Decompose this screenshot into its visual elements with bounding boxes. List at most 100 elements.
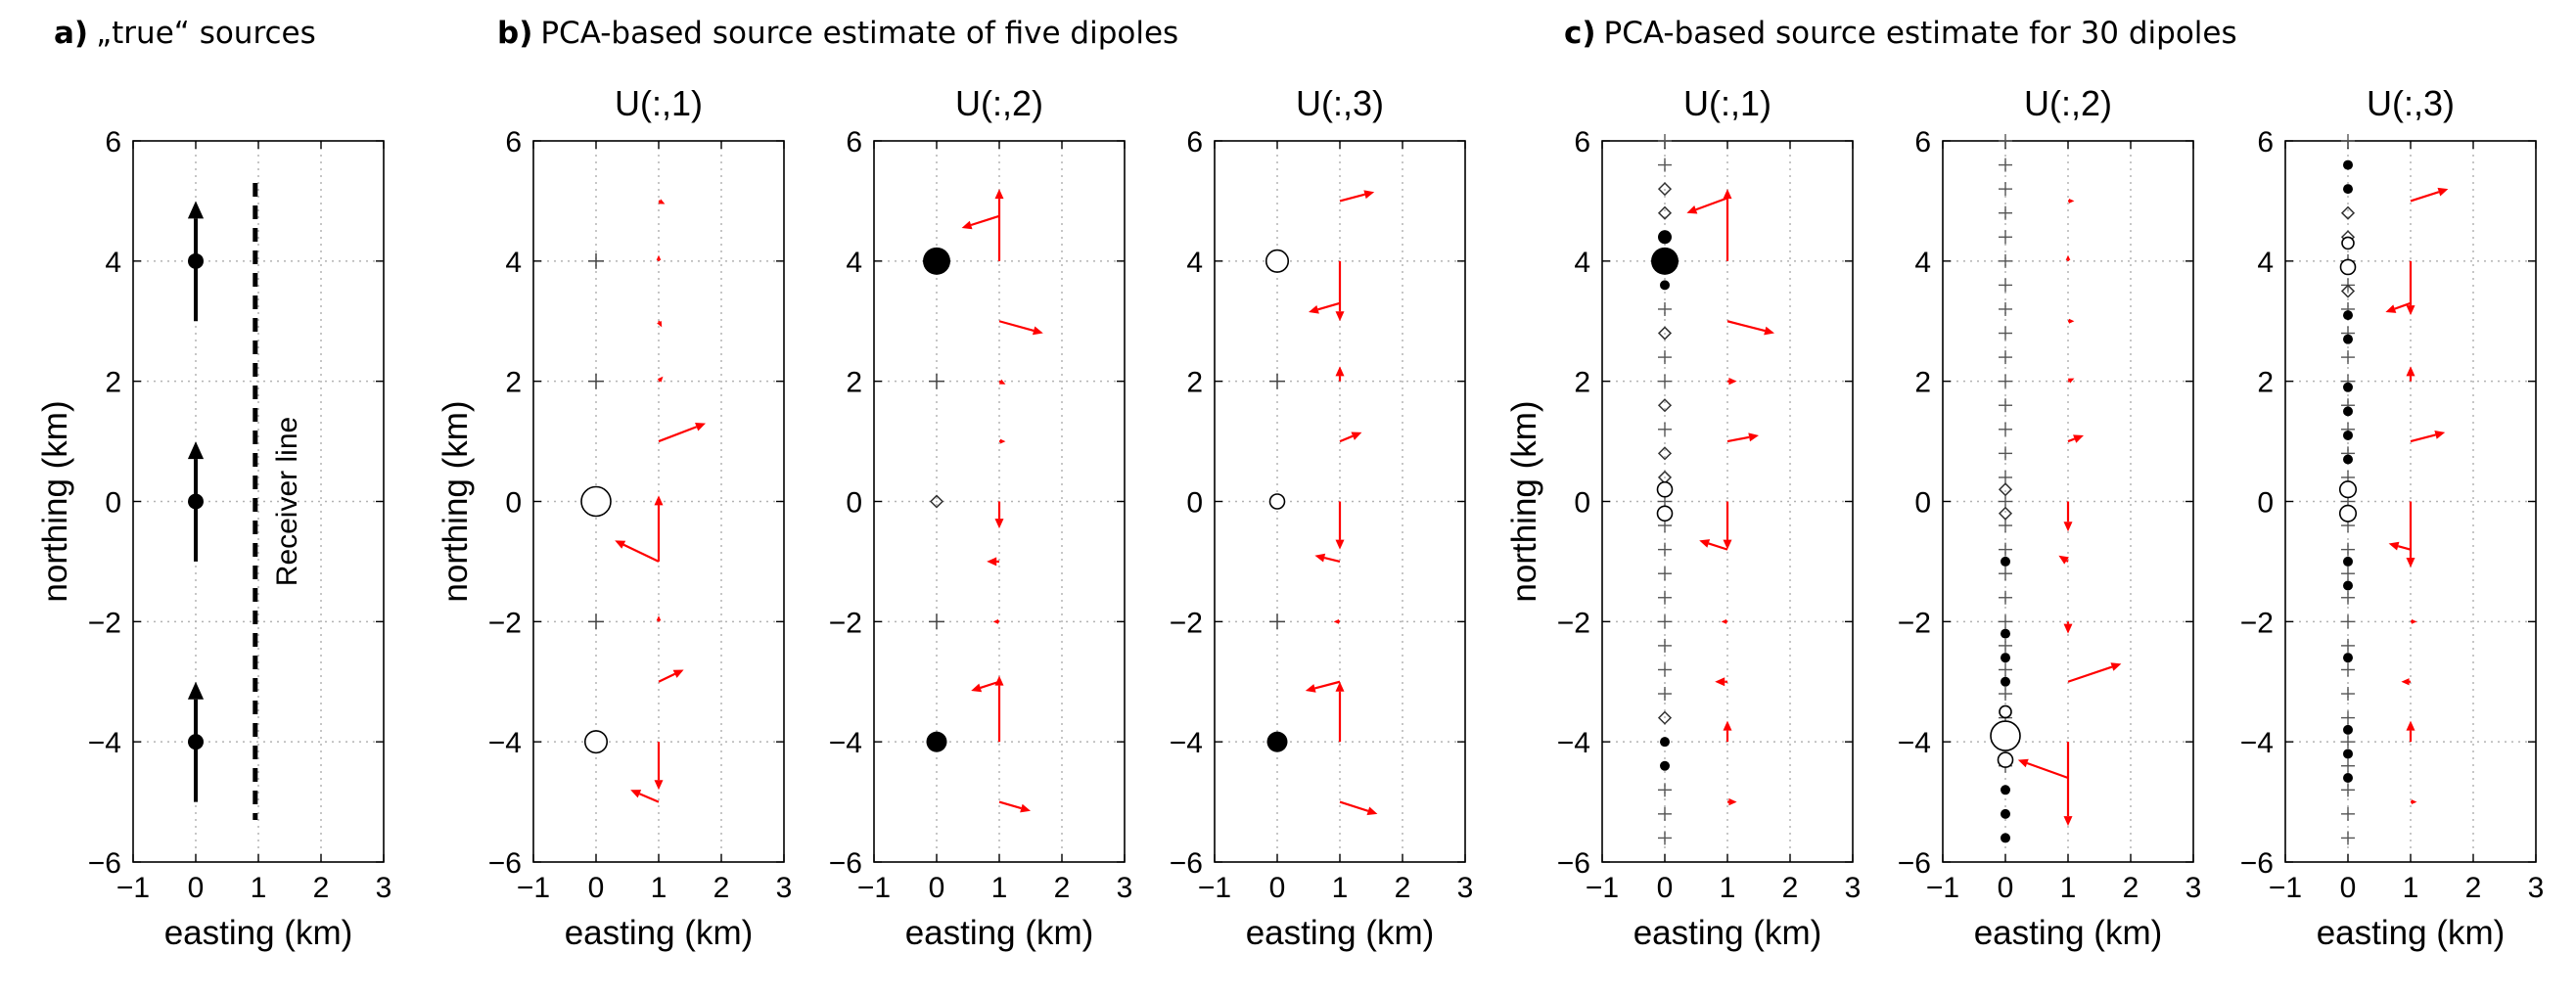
dipole-filled-circle — [2001, 653, 2010, 663]
dipole-filled-circle — [2343, 724, 2353, 735]
dipole-plus-marker — [1658, 422, 1672, 436]
x-axis-label: easting (km) — [1633, 914, 1822, 952]
dipole-plus-marker — [2341, 687, 2355, 702]
moment-arrow — [2401, 678, 2411, 686]
moment-arrow — [1335, 366, 1345, 382]
moment-arrow — [1314, 553, 1341, 563]
dipole-plus-marker — [1999, 614, 2012, 629]
dipole-plus-marker — [2341, 662, 2355, 677]
x-tick-label: −1 — [517, 872, 550, 904]
dipole-filled-circle — [1660, 737, 1670, 748]
panel-b3: −1 0 1 2 3 −6 −4 −2 0 2 4 6 easting (km) U(:,3) — [1170, 83, 1474, 952]
x-tick-label: −1 — [116, 872, 150, 904]
y-tick-label: 0 — [505, 487, 522, 520]
dipole-filled-circle — [2001, 785, 2010, 795]
dipole-plus-marker — [2341, 758, 2355, 773]
dipole-plus-marker — [1999, 158, 2012, 172]
x-axis-label: easting (km) — [2317, 914, 2506, 952]
dipole-diamond-marker — [1657, 182, 1673, 197]
source-dot — [188, 734, 204, 750]
dipole-plus-marker — [1658, 350, 1672, 365]
x-tick-label: 3 — [376, 872, 392, 904]
dipole-plus-marker — [929, 613, 944, 630]
x-tick-label: −1 — [857, 872, 891, 904]
moment-arrow — [2067, 662, 2122, 683]
y-tick-label: 4 — [1574, 247, 1590, 279]
moment-arrow — [615, 540, 660, 563]
dipole-diamond-marker — [1657, 446, 1673, 461]
plot-title: U(:,2) — [955, 83, 1043, 123]
moment-arrow — [2058, 555, 2069, 565]
heading-c-text: PCA-based source estimate for 30 dipoles — [1604, 16, 2237, 51]
dipole-plus-marker — [2341, 567, 2355, 581]
moment-arrow — [971, 680, 1000, 693]
dipole-plus-marker — [1999, 446, 2012, 461]
x-tick-label: 0 — [929, 872, 945, 904]
dipole-plus-marker — [1658, 374, 1672, 388]
moment-arrow — [2406, 366, 2415, 382]
x-tick-label: 2 — [1782, 872, 1799, 904]
dipole-plus-marker — [588, 613, 604, 630]
source-arrow — [187, 681, 205, 802]
plots: −1 0 1 2 3 −6 −4 −2 0 2 4 6 easting (km) northing (km… — [36, 83, 2544, 952]
y-tick-label: −4 — [1557, 727, 1590, 759]
moment-arrow — [658, 423, 706, 443]
moment-arrow — [657, 376, 664, 383]
x-tick-label: 2 — [313, 872, 330, 904]
y-tick-label: −4 — [1898, 727, 1931, 759]
heading-a-text: „true“ sources — [96, 16, 316, 51]
moment-arrow — [1726, 432, 1759, 443]
dipole-plus-marker — [2341, 350, 2355, 365]
y-tick-label: 6 — [1574, 126, 1590, 159]
y-tick-label: 6 — [1914, 126, 1931, 159]
dipole-plus-marker — [2341, 638, 2355, 653]
dipole-open-circle — [2339, 258, 2357, 276]
dipole-filled-circle — [2343, 454, 2353, 465]
moment-arrow — [2068, 318, 2075, 324]
y-tick-label: 4 — [1914, 247, 1931, 279]
dipole-plus-marker — [1658, 687, 1672, 702]
moment-arrow — [2411, 799, 2417, 805]
x-tick-label: −1 — [1926, 872, 1959, 904]
panel-c1: −1 0 1 2 3 −6 −4 −2 0 2 4 6 easting (km) northing (km… — [1505, 83, 1861, 952]
dipole-filled-circle — [923, 247, 950, 275]
moment-arrow — [1335, 260, 1345, 322]
dipole-plus-marker — [1658, 158, 1672, 172]
y-tick-label: 0 — [1186, 487, 1203, 520]
moment-arrow — [1339, 800, 1378, 816]
y-tick-label: 0 — [1914, 487, 1931, 520]
dipole-plus-marker — [929, 373, 944, 389]
heading-c-letter: c) — [1564, 16, 1596, 51]
dipole-plus-marker — [1658, 806, 1672, 821]
moment-arrow — [2063, 621, 2073, 634]
y-axis-label: northing (km) — [36, 400, 74, 602]
dipole-diamond-marker — [1998, 482, 2013, 497]
dipole-open-circle — [2338, 480, 2358, 499]
dipole-open-circle — [583, 730, 609, 754]
dipole-open-circle — [1656, 480, 1674, 498]
dipole-plus-marker — [588, 252, 604, 269]
moment-arrow — [656, 254, 662, 261]
panel-c2: −1 0 1 2 3 −6 −4 −2 0 2 4 6 easting (km) U(:,2) — [1898, 83, 2202, 952]
y-tick-label: −2 — [1557, 607, 1590, 639]
moment-arrow — [2067, 434, 2084, 443]
dipole-filled-circle — [1660, 280, 1670, 291]
source-arrow — [187, 441, 205, 562]
x-axis-label: easting (km) — [1246, 914, 1435, 952]
moment-arrow — [2063, 742, 2073, 827]
moment-arrow — [2410, 187, 2449, 203]
y-tick-label: 6 — [505, 126, 522, 159]
moment-arrow — [1723, 189, 1732, 261]
dipole-plus-marker — [588, 373, 604, 389]
moment-arrow — [1686, 197, 1728, 214]
dipole-plus-marker — [1999, 230, 2012, 245]
moment-arrow — [2065, 254, 2071, 261]
y-tick-label: 4 — [2257, 247, 2274, 279]
moment-arrow — [998, 320, 1043, 336]
x-tick-label: 0 — [1657, 872, 1674, 904]
dipole-filled-circle — [2343, 334, 2353, 344]
moment-arrow — [994, 189, 1004, 261]
x-tick-label: 2 — [1054, 872, 1071, 904]
x-axis-label: easting (km) — [164, 914, 353, 952]
